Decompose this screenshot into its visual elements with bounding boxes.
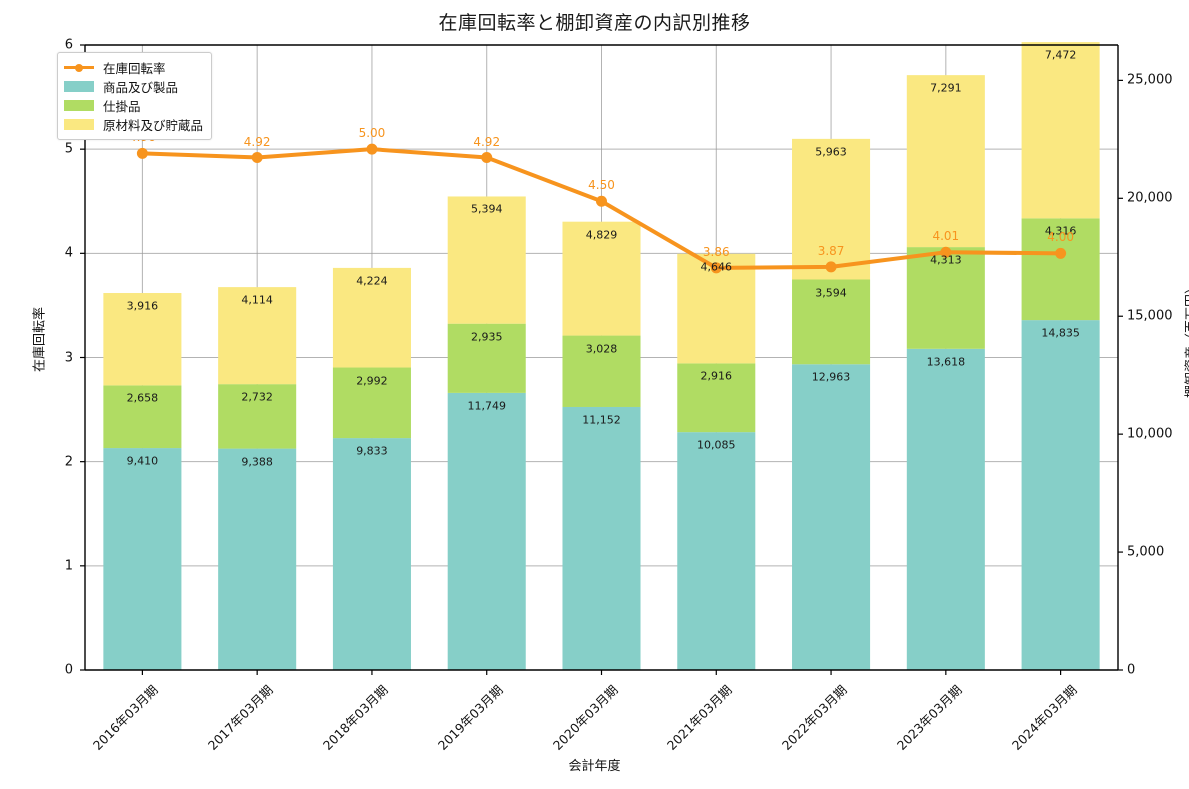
bar-value-label: 5,963: [815, 145, 847, 159]
y-axis-right-tick: 15,000: [1127, 308, 1173, 324]
bar-value-label: 9,388: [241, 455, 273, 469]
legend-item-turnover[interactable]: 在庫回転率: [64, 58, 203, 77]
bar-value-label: 5,394: [470, 202, 503, 216]
bar-value-label: 7,291: [930, 81, 962, 95]
bar-value-label: 7,472: [1044, 48, 1077, 62]
color-swatch-icon: [64, 119, 94, 130]
x-axis-title: 会計年度: [568, 759, 621, 774]
bar-value-label: 11,152: [582, 413, 621, 427]
line-value-label: 4.92: [243, 134, 271, 149]
color-swatch-icon: [64, 100, 94, 111]
legend-label: 在庫回転率: [103, 61, 166, 76]
color-swatch-icon: [64, 81, 94, 92]
bar-value-label: 3,916: [126, 299, 159, 313]
bar-value-label: 3,594: [815, 286, 847, 299]
legend-item-product[interactable]: 商品及び製品: [64, 77, 203, 96]
legend-label: 原材料及び貯蔵品: [103, 118, 204, 133]
y-axis-right-tick: 0: [1127, 662, 1136, 678]
line-value-label: 4.01: [932, 229, 960, 244]
y-axis-left-tick: 6: [64, 37, 73, 53]
line-value-label: 4.92: [473, 134, 501, 149]
bar-value-label: 12,963: [811, 370, 851, 384]
line-value-label: 5.00: [358, 126, 386, 141]
y-axis-left-tick: 3: [64, 350, 73, 365]
legend-label: 仕掛品: [103, 99, 141, 114]
bar-value-label: 2,732: [241, 390, 273, 404]
y-axis-right-title: 棚卸資産（百万円）: [1184, 281, 1189, 399]
y-axis-left-tick: 1: [64, 558, 73, 574]
bar-value-label: 2,935: [470, 330, 503, 344]
y-axis-left-tick: 4: [64, 245, 73, 261]
bar-value-label: 11,749: [467, 399, 506, 413]
bar-value-label: 2,992: [356, 374, 388, 388]
y-axis-left-tick: 2: [64, 454, 73, 470]
line-value-label: 3.86: [702, 244, 730, 259]
bar-value-label: 9,833: [356, 444, 388, 458]
y-axis-right-tick: 25,000: [1127, 72, 1173, 88]
y-axis-right-tick: 5,000: [1127, 544, 1165, 560]
legend-item-wip[interactable]: 仕掛品: [64, 96, 203, 115]
bar-value-label: 14,835: [1041, 326, 1080, 340]
bar-value-label: 4,114: [241, 293, 273, 307]
bar-value-label: 4,313: [930, 253, 962, 267]
bar-value-label: 10,085: [697, 438, 736, 452]
bar-value-label: 9,410: [126, 454, 159, 468]
y-axis-left-title: 在庫回転率: [32, 307, 48, 373]
legend-item-materials[interactable]: 原材料及び貯蔵品: [64, 115, 203, 134]
chart-title: 在庫回転率と棚卸資産の内訳別推移: [438, 12, 751, 34]
bar-value-label: 13,618: [926, 355, 966, 369]
bar-value-label: 4,316: [1044, 224, 1077, 238]
line-value-label: 4.00: [1047, 230, 1074, 245]
y-axis-right-tick: 20,000: [1127, 190, 1173, 206]
bar-value-label: 3,028: [585, 342, 618, 356]
bar-value-label: 2,658: [126, 391, 159, 405]
line-marker-icon: [64, 62, 94, 73]
chart-legend: 在庫回転率 商品及び製品 仕掛品 原材料及び貯蔵品: [57, 52, 213, 140]
line-value-label: 4.50: [588, 178, 615, 193]
y-axis-left-tick: 5: [64, 141, 73, 157]
y-axis-right-tick: 10,000: [1127, 426, 1173, 442]
bar-value-label: 4,646: [700, 260, 733, 274]
legend-label: 商品及び製品: [103, 80, 179, 95]
line-value-label: 3.87: [817, 243, 845, 258]
bar-value-label: 4,829: [585, 228, 618, 242]
bar-value-label: 2,916: [700, 369, 733, 383]
y-axis-left-tick: 0: [64, 662, 73, 678]
bar-value-label: 4,224: [356, 274, 388, 288]
